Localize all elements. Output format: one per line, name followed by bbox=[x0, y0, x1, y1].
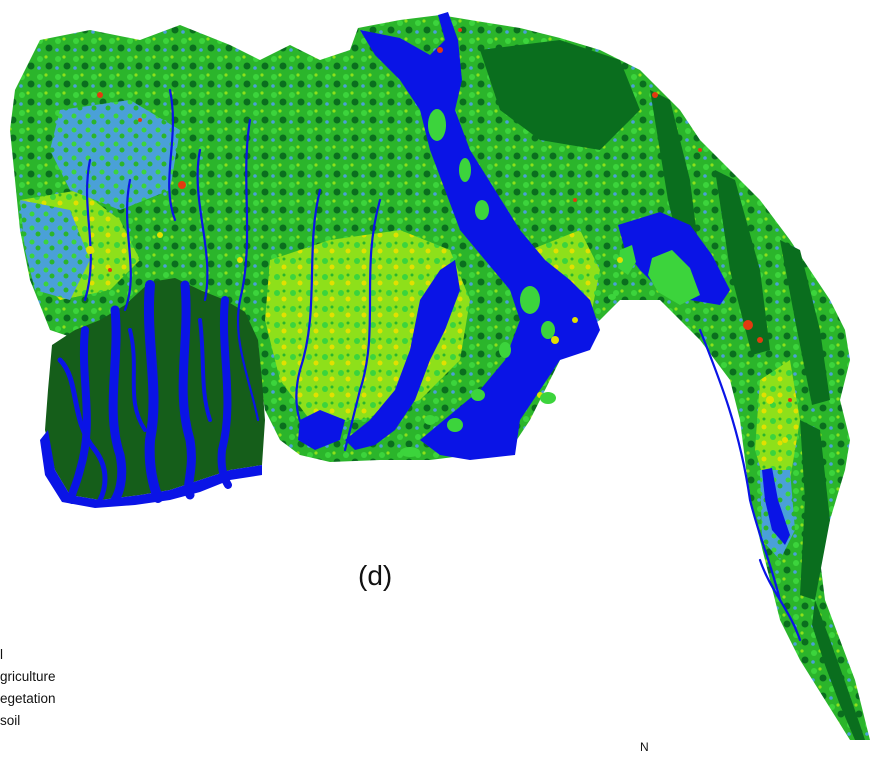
dense-forest-ridge-2 bbox=[715, 170, 770, 355]
legend-item-label: soil bbox=[0, 713, 21, 728]
legend-title: l bbox=[0, 647, 3, 662]
minor-rivers bbox=[83, 88, 802, 642]
wetland-patch-northwest bbox=[50, 100, 180, 210]
agriculture-patch-south-east bbox=[755, 360, 800, 500]
southeast-river-mouth bbox=[762, 468, 790, 545]
north-arrow-label: N bbox=[640, 740, 649, 754]
river-channel-center bbox=[345, 260, 460, 450]
bare-soil-spots bbox=[86, 232, 788, 443]
urban-spots bbox=[97, 28, 792, 402]
dense-forest-ridge-3 bbox=[780, 240, 830, 405]
legend-item-agriculture: griculture bbox=[0, 666, 56, 688]
mangrove-channels bbox=[57, 280, 232, 505]
panel-label: (d) bbox=[358, 560, 393, 591]
legend-item-label: griculture bbox=[0, 669, 56, 684]
southern-islands bbox=[400, 294, 616, 457]
mangrove-coastal-water bbox=[40, 430, 262, 508]
dense-forest-northeast bbox=[480, 40, 640, 150]
legend-item-label: egetation bbox=[0, 691, 56, 706]
east-small-island bbox=[618, 245, 636, 275]
river-islands bbox=[424, 109, 555, 432]
legend-item-soil: soil bbox=[0, 710, 20, 732]
dense-forest-ridge-4 bbox=[800, 420, 830, 600]
legend-item-vegetation: egetation bbox=[0, 688, 56, 710]
wetland-patch-west bbox=[20, 200, 90, 300]
east-estuary-island bbox=[648, 250, 700, 305]
southeast-peninsula bbox=[812, 600, 865, 740]
main-river-estuary bbox=[360, 12, 600, 460]
